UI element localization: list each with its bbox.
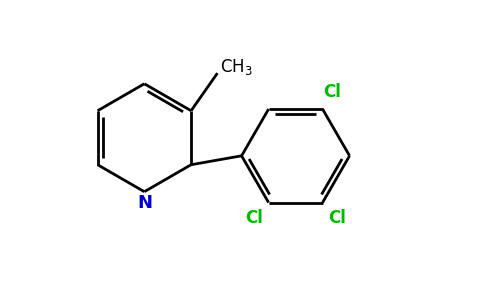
Text: Cl: Cl (323, 83, 341, 101)
Text: N: N (138, 194, 153, 211)
Text: CH$_3$: CH$_3$ (220, 57, 253, 77)
Text: Cl: Cl (245, 209, 263, 227)
Text: Cl: Cl (328, 209, 346, 227)
